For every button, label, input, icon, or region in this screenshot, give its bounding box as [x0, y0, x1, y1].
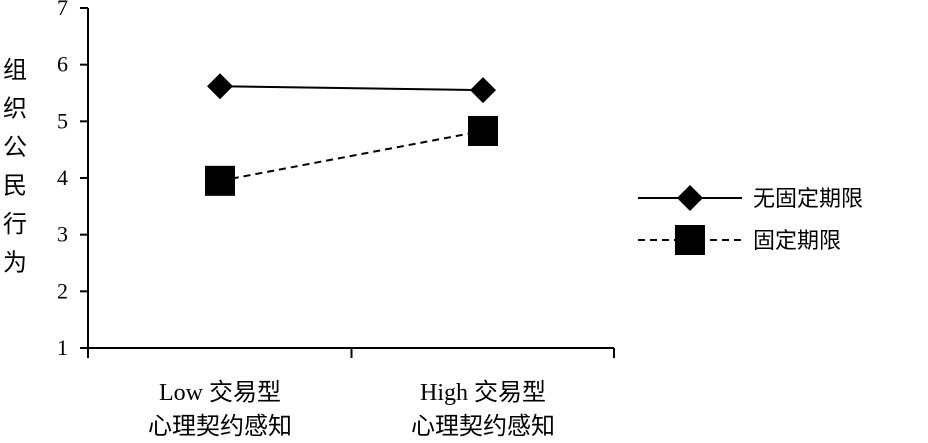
- series-line: [219, 129, 484, 182]
- y-tick-label: 5: [57, 108, 68, 133]
- legend-item: 固定期限: [638, 225, 841, 255]
- x-category-label: 心理契约感知: [411, 413, 555, 440]
- legend-marker: [677, 185, 703, 211]
- y-ticks: 1 2 3 4 5 6 7: [57, 0, 88, 360]
- y-axis-label-char: 织: [3, 95, 27, 123]
- data-point: [207, 73, 233, 100]
- y-tick-label: 3: [57, 222, 68, 247]
- data-point: [470, 77, 496, 104]
- y-tick-label: 4: [57, 165, 68, 190]
- series-line: [219, 85, 484, 92]
- series-1: [207, 73, 496, 104]
- series-2: [205, 115, 498, 196]
- data-point: [468, 115, 498, 146]
- legend-label: 固定期限: [753, 229, 841, 254]
- y-tick-label: 7: [57, 0, 68, 20]
- y-axis-label-char: 为: [3, 249, 27, 277]
- y-axis-label-char: 组: [3, 56, 27, 84]
- data-point: [205, 165, 235, 196]
- y-axis-label-char: 民: [3, 172, 27, 200]
- legend-label: 无固定期限: [753, 187, 863, 212]
- y-tick-label: 1: [57, 335, 68, 360]
- x-category-label: 心理契约感知: [148, 413, 292, 440]
- y-tick-label: 2: [57, 278, 68, 303]
- y-axis-label-char: 行: [3, 210, 27, 238]
- y-tick-label: 6: [57, 52, 68, 77]
- legend-marker: [675, 225, 705, 255]
- y-axis-label-char: 公: [3, 133, 27, 161]
- x-category-label: High 交易型: [420, 379, 546, 406]
- x-category-label: Low 交易型: [159, 379, 281, 406]
- legend-item: 无固定期限: [638, 185, 863, 212]
- series-layer: [205, 73, 498, 196]
